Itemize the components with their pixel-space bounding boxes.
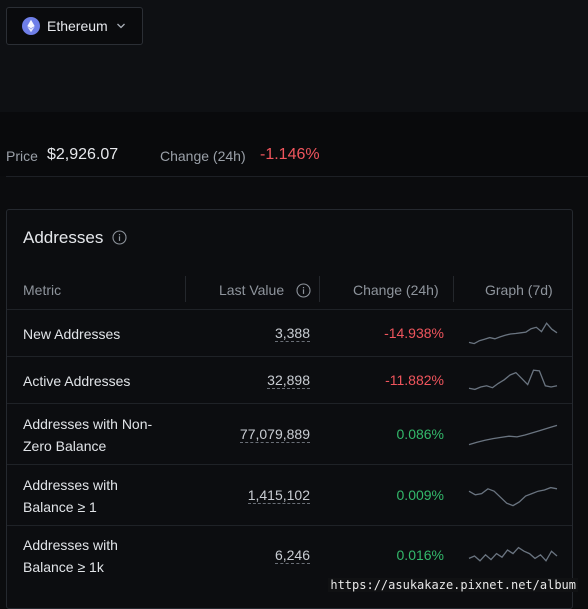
sparkline-graph	[468, 546, 558, 562]
price-summary: Price $2,926.07 Change (24h) -1.146%	[0, 112, 588, 177]
column-divider	[185, 276, 186, 302]
table-row: Active Addresses 32,898 -11.882%	[7, 356, 572, 404]
metric-name[interactable]: Addresses with Balance ≥ 1	[23, 474, 173, 518]
metric-name-line: Addresses with	[23, 476, 118, 493]
table-row: New Addresses 3,388 -14.938%	[7, 309, 572, 357]
column-header-graph[interactable]: Graph (7d)	[485, 282, 553, 298]
last-value[interactable]: 6,246	[274, 547, 310, 564]
change-value: -11.882%	[385, 371, 444, 388]
change-value: 0.086%	[396, 425, 444, 442]
metric-name-line: Balance ≥ 1	[23, 498, 97, 515]
metric-name[interactable]: Active Addresses	[23, 370, 173, 392]
asset-selector[interactable]: Ethereum	[6, 7, 143, 45]
change-value: 0.016%	[396, 547, 444, 563]
table-row: Addresses with Balance ≥ 1k 6,246 0.016%	[7, 525, 572, 596]
info-icon[interactable]	[112, 230, 127, 245]
sparkline-graph	[468, 424, 558, 445]
table-header: Metric Last Value Change (24h) Graph (7d…	[7, 270, 572, 310]
last-value[interactable]: 1,415,102	[247, 486, 310, 504]
last-value[interactable]: 77,079,889	[239, 425, 310, 443]
asset-selector-label: Ethereum	[47, 18, 108, 34]
last-value[interactable]: 3,388	[274, 324, 310, 342]
addresses-card: Addresses Metric Last Value Change (24h)…	[6, 209, 573, 609]
sparkline-graph	[468, 368, 558, 390]
metric-name[interactable]: Addresses with Balance ≥ 1k	[23, 534, 173, 578]
card-title: Addresses	[23, 228, 104, 247]
column-divider	[453, 276, 454, 302]
info-icon[interactable]	[296, 283, 311, 298]
chevron-down-icon	[116, 22, 126, 30]
sparkline-line	[468, 424, 558, 445]
metric-name[interactable]: Addresses with Non- Zero Balance	[23, 413, 173, 457]
sparkline-graph	[468, 321, 558, 344]
ethereum-icon	[22, 17, 40, 35]
price-label: Price	[6, 148, 38, 164]
sparkline-line	[468, 546, 558, 562]
column-divider	[319, 276, 320, 302]
change-value: 0.009%	[396, 486, 444, 503]
change-24h-value: -1.146%	[260, 146, 320, 163]
column-header-change[interactable]: Change (24h)	[353, 282, 439, 298]
metric-name-line: Balance ≥ 1k	[23, 559, 104, 575]
metric-name-line: Addresses with Non-	[23, 415, 153, 432]
column-header-last-value[interactable]: Last Value	[219, 282, 285, 298]
column-header-metric[interactable]: Metric	[23, 282, 62, 298]
metric-name-line: New Addresses	[23, 325, 121, 342]
table-row: Addresses with Balance ≥ 1 1,415,102 0.009%	[7, 464, 572, 526]
price-value: $2,926.07	[47, 146, 119, 163]
change-24h-label: Change (24h)	[160, 148, 246, 164]
metric-name-line: Active Addresses	[23, 372, 131, 389]
change-value: -14.938%	[384, 324, 444, 341]
sparkline-line	[468, 321, 558, 344]
table-row: Addresses with Non- Zero Balance 77,079,88…	[7, 403, 572, 465]
sparkline-line	[468, 486, 558, 506]
last-value[interactable]: 32,898	[267, 371, 310, 389]
sparkline-graph	[468, 486, 558, 506]
header-area: Ethereum	[0, 0, 588, 112]
metric-name[interactable]: New Addresses	[23, 323, 173, 345]
metric-name-line: Addresses with	[23, 537, 118, 553]
sparkline-line	[468, 368, 558, 390]
metric-name-line: Zero Balance	[23, 437, 107, 454]
watermark: https://asukakaze.pixnet.net/album	[328, 578, 578, 592]
divider	[6, 176, 588, 177]
